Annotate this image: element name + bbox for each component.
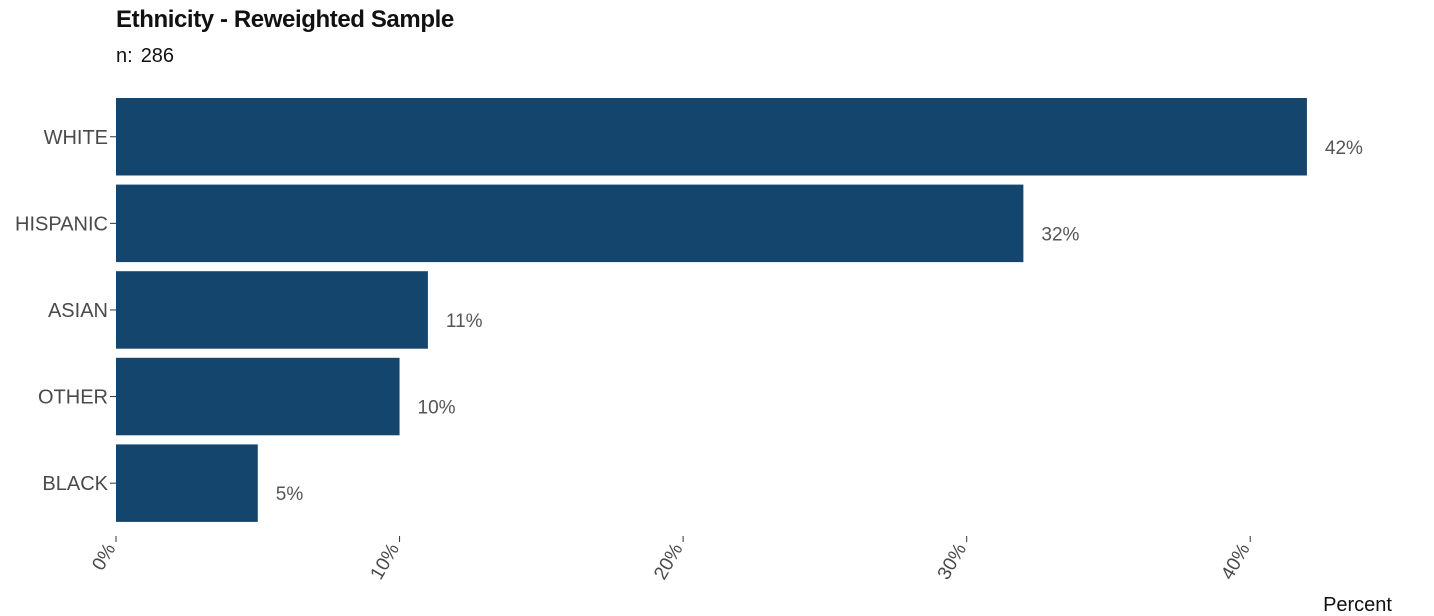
value-label-other: 10% — [418, 398, 456, 419]
sample-size-value: 286 — [140, 45, 175, 67]
x-tick-label-40: 40% — [1217, 540, 1254, 584]
bar-asian — [116, 271, 428, 349]
category-label-white: WHITE — [44, 127, 108, 149]
value-label-black: 5% — [276, 484, 304, 505]
x-tick-label-30: 30% — [934, 540, 971, 584]
chart-subtitle: n: 286 — [116, 45, 174, 68]
bar-black — [116, 444, 258, 522]
value-label-hispanic: 32% — [1041, 224, 1079, 245]
category-label-other: OTHER — [38, 387, 108, 409]
x-tick-label-20: 20% — [650, 540, 687, 584]
bar-other — [116, 357, 400, 436]
x-tick-label-0: 0% — [88, 540, 120, 574]
chart-title: Ethnicity - Reweighted Sample — [116, 6, 454, 33]
category-label-black: BLACK — [42, 473, 108, 495]
x-axis-title: Percent — [1323, 594, 1392, 616]
x-tick-label-10: 10% — [367, 540, 404, 584]
bar-white — [116, 98, 1307, 176]
category-label-hispanic: HISPANIC — [15, 213, 108, 235]
category-label-asian: ASIAN — [48, 300, 108, 322]
value-label-asian: 11% — [446, 311, 483, 332]
sample-size-label: n: — [116, 45, 133, 67]
bar-hispanic — [116, 184, 1024, 263]
value-label-white: 42% — [1325, 138, 1363, 159]
